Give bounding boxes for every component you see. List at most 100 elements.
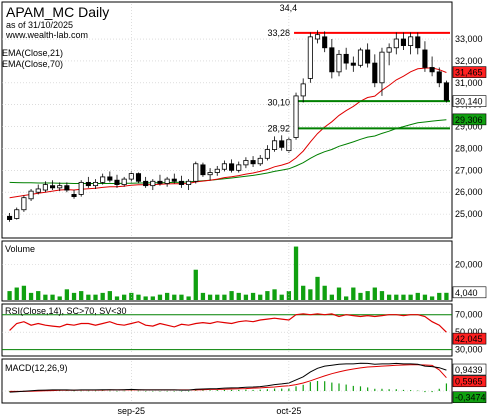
volume-bar [143, 296, 148, 300]
candle-body [71, 194, 77, 198]
candle-body [314, 34, 321, 40]
volume-bar [336, 287, 342, 300]
macd-hist-bar [209, 390, 211, 391]
volume-bar [243, 294, 249, 300]
candle-body [257, 157, 263, 165]
volume-bar [272, 289, 277, 300]
candle-body [372, 62, 378, 84]
macd-hist-bar [252, 389, 254, 391]
volume-bar [365, 291, 370, 300]
candle-body [164, 178, 170, 184]
rsi-label: RSI(Close,14), SC>70, SV<30 [5, 306, 127, 316]
macd-signal-last-value-box [452, 375, 487, 388]
macd-hist-bar [87, 390, 89, 392]
volume-bar [100, 292, 105, 300]
volume-bar [172, 294, 177, 300]
price-tick-label: 25,000 [455, 209, 483, 219]
macd-hist-bar [345, 384, 347, 391]
macd-hist-bar [417, 390, 419, 392]
candle-body [243, 160, 249, 166]
macd-hist-bar [245, 389, 247, 391]
volume-bar [79, 291, 84, 300]
candle-body [57, 185, 63, 189]
volume-bar [129, 292, 134, 300]
legend-ema21: EMA(Close,21) [2, 48, 63, 58]
volume-bar [36, 291, 41, 300]
volume-bar [415, 292, 420, 300]
price-tick-label: 28,000 [455, 143, 483, 153]
macd-hist-bar [302, 384, 304, 391]
volume-bar [21, 285, 27, 300]
volume-bar [279, 294, 284, 300]
volume-bar [379, 291, 385, 300]
macd-hist-bar [102, 390, 104, 392]
rsi-line [9, 313, 447, 333]
volume-bar [308, 289, 313, 300]
candle-body [271, 140, 278, 150]
volume-bar [93, 294, 98, 300]
macd-hist-bar [424, 391, 426, 393]
candle-body [114, 179, 120, 185]
volume-bar [250, 292, 256, 300]
macd-hist-bar [352, 385, 354, 391]
candle-body [143, 180, 149, 187]
candle-body [193, 163, 199, 182]
volume-bar [64, 289, 70, 300]
macd-hist-bar [259, 389, 261, 391]
rsi-tick-label: 70,000 [455, 310, 483, 320]
price-annotation: 34,4 [280, 3, 298, 13]
candle-body [7, 215, 13, 220]
macd-hist-bar [188, 391, 190, 392]
price-annotation: 28,92 [268, 123, 291, 133]
volume-bar [122, 294, 127, 300]
price-annotation: 33,28 [268, 28, 291, 38]
macd-hist-bar [223, 389, 226, 391]
macd-hist-bar [216, 390, 218, 391]
volume-bar [186, 296, 191, 300]
candle-body [178, 180, 184, 185]
volume-bar [86, 294, 91, 300]
macd-hist-bar [238, 389, 240, 391]
x-tick-label: oct-25 [276, 406, 301, 416]
volume-last-value: 4,040 [455, 288, 478, 298]
volume-bar [114, 296, 120, 300]
macd-hist-bar [402, 389, 405, 391]
price-tick-label: 33,000 [455, 34, 483, 44]
volume-bar [394, 294, 399, 300]
candle-body [92, 181, 99, 187]
volume-bar [164, 292, 170, 300]
rsi-tick-label: 50,000 [455, 327, 483, 337]
macd-hist-bar [109, 390, 111, 392]
volume-panel [1, 240, 453, 302]
macd-hist-bar [359, 386, 362, 391]
macd-hist-bar [66, 390, 68, 392]
candle-body [279, 140, 285, 148]
candle-body [214, 168, 220, 173]
candle-body [400, 38, 406, 46]
volume-bar [358, 292, 363, 300]
macd-hist-bar [152, 391, 154, 392]
rsi-last-value: 42,045 [455, 334, 483, 344]
candle-body [436, 71, 442, 84]
ema70-last-value-box [452, 113, 487, 126]
macd-last-value: 0,9439 [455, 365, 483, 375]
chart-subtitle: as of 31/10/2025 [6, 20, 73, 30]
macd-hist-bar [309, 382, 311, 391]
macd-line [9, 362, 447, 393]
volume-bar [222, 294, 227, 300]
macd-hist-bar [374, 388, 376, 391]
price-tick-label: 29,000 [455, 122, 483, 132]
volume-bar [215, 294, 220, 300]
macd-hist-bar [8, 391, 11, 392]
macd-hist-bar [116, 391, 118, 392]
macd-hist-bar [324, 381, 326, 391]
volume-bar [444, 292, 449, 300]
candle-body [128, 173, 134, 180]
last-close-value: 30,140 [455, 97, 483, 107]
volume-bar [43, 294, 48, 300]
volume-bar [265, 291, 270, 300]
macd-hist-last-value: -0,3474 [455, 393, 486, 403]
candle-body [408, 36, 414, 46]
ema21-last-value-box [452, 66, 487, 78]
candle-body [200, 164, 206, 176]
